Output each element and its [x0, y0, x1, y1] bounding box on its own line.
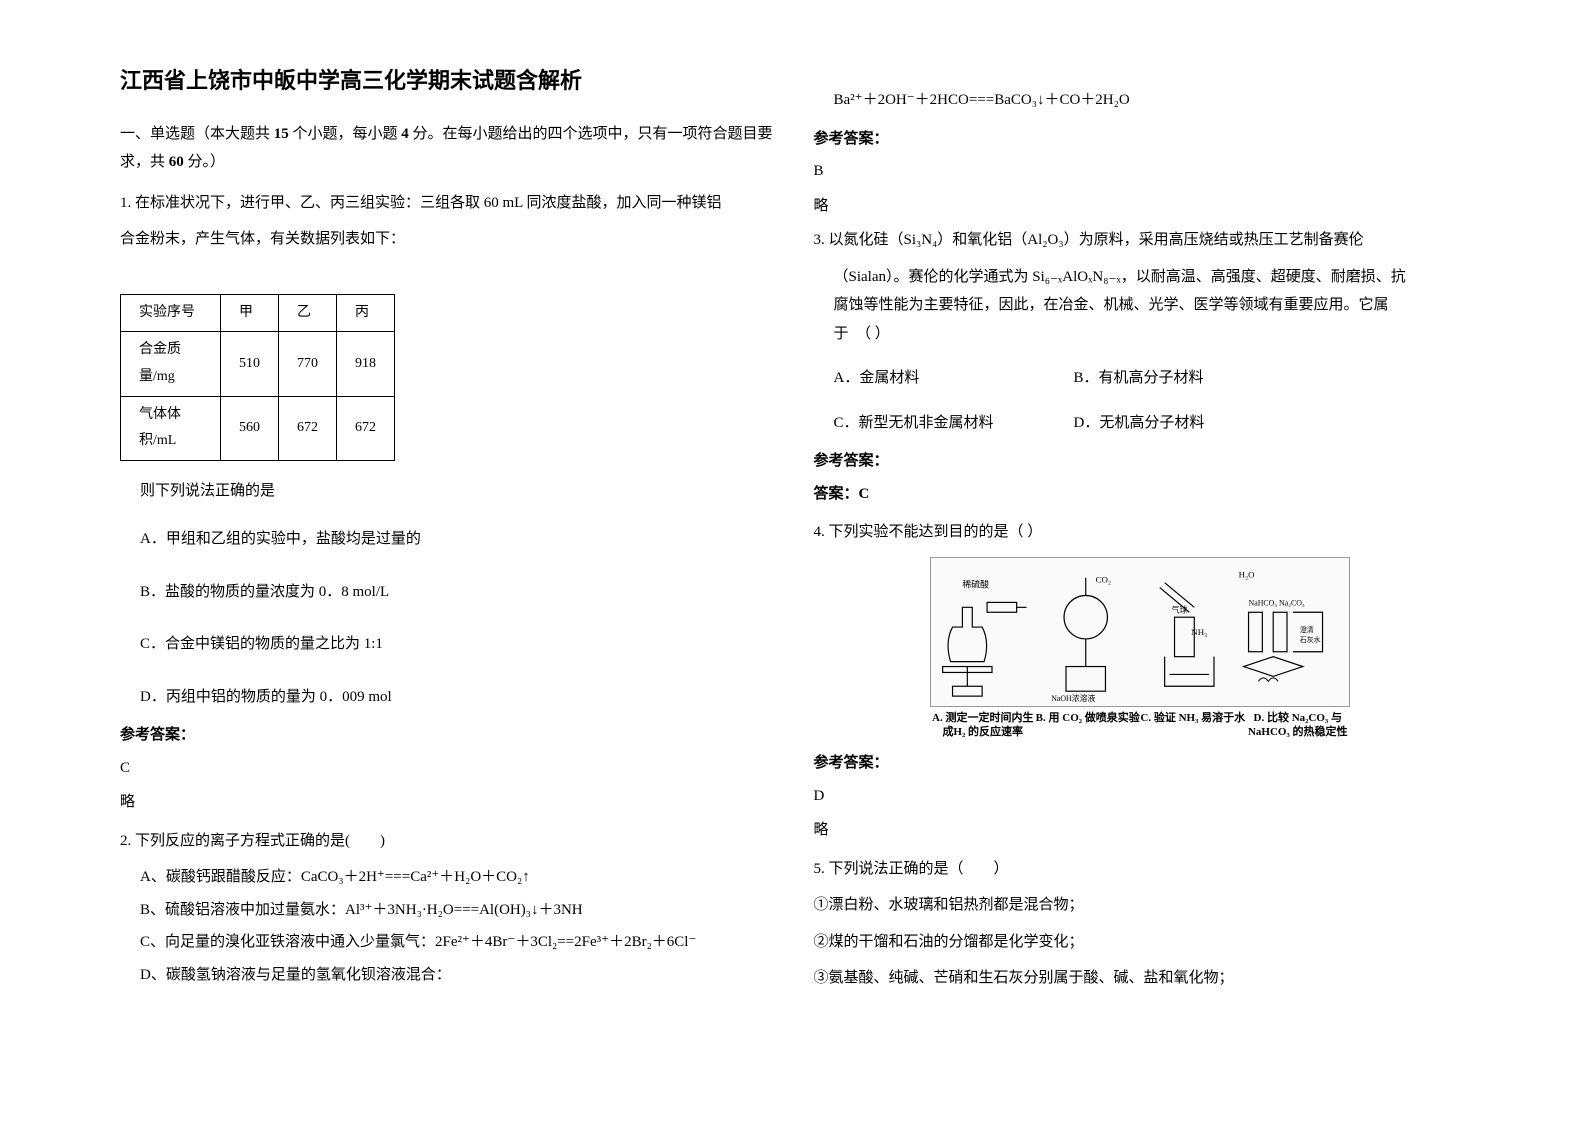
question-2: 2. 下列反应的离子方程式正确的是( ) A、碳酸钙跟醋酸反应：CaCO₃＋2H…: [120, 827, 774, 990]
right-column: Ba²⁺＋2OH⁻＋2HCO===BaCO₃↓＋CO＋2H₂O 参考答案： B …: [794, 60, 1488, 1062]
table-cell: 672: [337, 396, 395, 460]
q3-option-d: D．无机高分子材料: [1074, 409, 1314, 438]
q4-text: 4. 下列实验不能达到目的的是（ ）: [814, 518, 1468, 547]
q1-data-table: 实验序号 甲 乙 丙 合金质量/mg 510 770 918 气体体积/mL 5…: [120, 294, 395, 461]
table-cell: 510: [221, 332, 279, 396]
question-1: 1. 在标准状况下，进行甲、乙、丙三组实验：三组各取 60 mL 同浓度盐酸，加…: [120, 189, 774, 817]
section-header: 一、单选题（本大题共 15 个小题，每小题 4 分。在每小题给出的四个选项中，只…: [120, 120, 774, 177]
question-count: 15: [274, 126, 289, 142]
table-cell: 气体体积/mL: [121, 396, 221, 460]
q3-option-b: B．有机高分子材料: [1074, 364, 1314, 393]
q5-text: 5. 下列说法正确的是（ ）: [814, 855, 1468, 884]
q1-line1: 1. 在标准状况下，进行甲、乙、丙三组实验：三组各取 60 mL 同浓度盐酸，加…: [120, 189, 774, 218]
q2-text: 2. 下列反应的离子方程式正确的是( ): [120, 827, 774, 856]
q3-options-row1: A．金属材料 B．有机高分子材料: [814, 364, 1468, 393]
table-cell: 918: [337, 332, 395, 396]
document-title: 江西省上饶市中皈中学高三化学期末试题含解析: [120, 60, 774, 102]
q3-line4: 于 （ ）: [814, 320, 1468, 349]
q3-line3: 腐蚀等性能为主要特征，因此，在冶金、机械、光学、医学等领域有重要应用。它属: [814, 291, 1468, 320]
experiment-diagram: 稀硫酸 CO₂ NaOH浓溶液 气球 NH₃: [930, 557, 1350, 707]
table-header-row: 实验序号 甲 乙 丙: [121, 294, 395, 332]
table-row: 气体体积/mL 560 672 672: [121, 396, 395, 460]
q2-option-d-cont: Ba²⁺＋2OH⁻＋2HCO===BaCO₃↓＋CO＋2H₂O: [814, 86, 1468, 115]
per-score: 4: [401, 126, 409, 142]
q1-stem-after: 则下列说法正确的是: [120, 477, 774, 506]
section-mid: 个小题，每小题: [289, 126, 402, 142]
q3-line1: 3. 以氮化硅（Si₃N₄）和氧化铝（Al₂O₃）为原料，采用高压烧结或热压工艺…: [814, 226, 1468, 255]
table-header: 甲: [221, 294, 279, 332]
q2-option-c: C、向足量的溴化亚铁溶液中通入少量氯气：2Fe²⁺＋4Br⁻＋3Cl₂==2Fe…: [120, 928, 774, 957]
q3-answer: C: [859, 486, 870, 502]
q4-note: 略: [814, 816, 1468, 845]
table-cell: 560: [221, 396, 279, 460]
section-suffix: 分。）: [184, 154, 225, 170]
table-cell: 672: [279, 396, 337, 460]
diagram-svg: 稀硫酸 CO₂ NaOH浓溶液 气球 NH₃: [931, 558, 1349, 706]
q1-line2: 合金粉末，产生气体，有关数据列表如下：: [120, 225, 774, 254]
q1-option-d: D．丙组中铝的物质的量为 0．009 mol: [120, 683, 774, 712]
svg-text:NaOH浓溶液: NaOH浓溶液: [1051, 693, 1095, 703]
q3-options-row2: C．新型无机非金属材料 D．无机高分子材料: [814, 409, 1468, 438]
section-prefix: 一、单选题（本大题共: [120, 126, 274, 142]
q2-answer: B: [814, 157, 1468, 186]
question-4: 4. 下列实验不能达到目的的是（ ） 稀硫酸 CO₂: [814, 518, 1468, 845]
svg-text:NaHCO₃ Na₂CO₃: NaHCO₃ Na₂CO₃: [1249, 598, 1305, 607]
svg-text:气球: 气球: [1172, 604, 1188, 614]
diagram-label-c: C. 验证 NH₃ 易溶于水: [1140, 711, 1245, 740]
svg-text:CO₂: CO₂: [1096, 574, 1111, 584]
q2-option-a: A、碳酸钙跟醋酸反应：CaCO₃＋2H⁺===Ca²⁺＋H₂O＋CO₂↑: [120, 863, 774, 892]
svg-text:石灰水: 石灰水: [1300, 634, 1321, 643]
answer-label: 参考答案：: [120, 721, 774, 750]
left-column: 江西省上饶市中皈中学高三化学期末试题含解析 一、单选题（本大题共 15 个小题，…: [100, 60, 794, 1062]
q3-option-a: A．金属材料: [834, 364, 1074, 393]
q4-answer: D: [814, 782, 1468, 811]
q1-option-a: A．甲组和乙组的实验中，盐酸均是过量的: [120, 525, 774, 554]
question-3: 3. 以氮化硅（Si₃N₄）和氧化铝（Al₂O₃）为原料，采用高压烧结或热压工艺…: [814, 226, 1468, 508]
table-cell: 770: [279, 332, 337, 396]
q1-answer: C: [120, 754, 774, 783]
q3-option-c: C．新型无机非金属材料: [834, 409, 1074, 438]
q3-line2: （Sialan）。赛伦的化学通式为 Si₆₋ₓAlOₓN₈₋ₓ，以耐高温、高强度…: [814, 263, 1468, 292]
question-5: 5. 下列说法正确的是（ ） ①漂白粉、水玻璃和铝热剂都是混合物； ②煤的干馏和…: [814, 855, 1468, 993]
svg-text:H₂O: H₂O: [1239, 569, 1256, 579]
q1-option-c: C．合金中镁铝的物质的量之比为 1:1: [120, 630, 774, 659]
answer-prefix: 答案：: [814, 486, 859, 502]
table-header: 乙: [279, 294, 337, 332]
q3-answer-line: 答案：C: [814, 480, 1468, 509]
q2-note: 略: [814, 192, 1468, 221]
q5-s1: ①漂白粉、水玻璃和铝热剂都是混合物；: [814, 891, 1468, 920]
diagram-labels: A. 测定一定时间内生成H₂ 的反应速率 B. 用 CO₂ 做喷泉实验 C. 验…: [930, 711, 1350, 740]
answer-label: 参考答案：: [814, 125, 1468, 154]
svg-text:稀硫酸: 稀硫酸: [963, 578, 990, 589]
table-cell: 合金质量/mg: [121, 332, 221, 396]
q1-option-b: B．盐酸的物质的量浓度为 0．8 mol/L: [120, 578, 774, 607]
table-header: 实验序号: [121, 294, 221, 332]
answer-label: 参考答案：: [814, 447, 1468, 476]
q1-note: 略: [120, 788, 774, 817]
table-row: 合金质量/mg 510 770 918: [121, 332, 395, 396]
total-score: 60: [169, 154, 184, 170]
answer-label: 参考答案：: [814, 749, 1468, 778]
table-header: 丙: [337, 294, 395, 332]
diagram-label-d: D. 比较 Na₂CO₃ 与NaHCO₃ 的热稳定性: [1245, 711, 1350, 740]
svg-text:澄清: 澄清: [1300, 625, 1314, 634]
q2-option-b: B、硫酸铝溶液中加过量氨水：Al³⁺＋3NH₃·H₂O===Al(OH)₃↓＋3…: [120, 896, 774, 925]
q2-option-d: D、碳酸氢钠溶液与足量的氢氧化钡溶液混合：: [120, 961, 774, 990]
diagram-label-a: A. 测定一定时间内生成H₂ 的反应速率: [930, 711, 1035, 740]
q5-s3: ③氨基酸、纯碱、芒硝和生石灰分别属于酸、碱、盐和氧化物；: [814, 964, 1468, 993]
q5-s2: ②煤的干馏和石油的分馏都是化学变化；: [814, 928, 1468, 957]
diagram-label-b: B. 用 CO₂ 做喷泉实验: [1035, 711, 1140, 740]
